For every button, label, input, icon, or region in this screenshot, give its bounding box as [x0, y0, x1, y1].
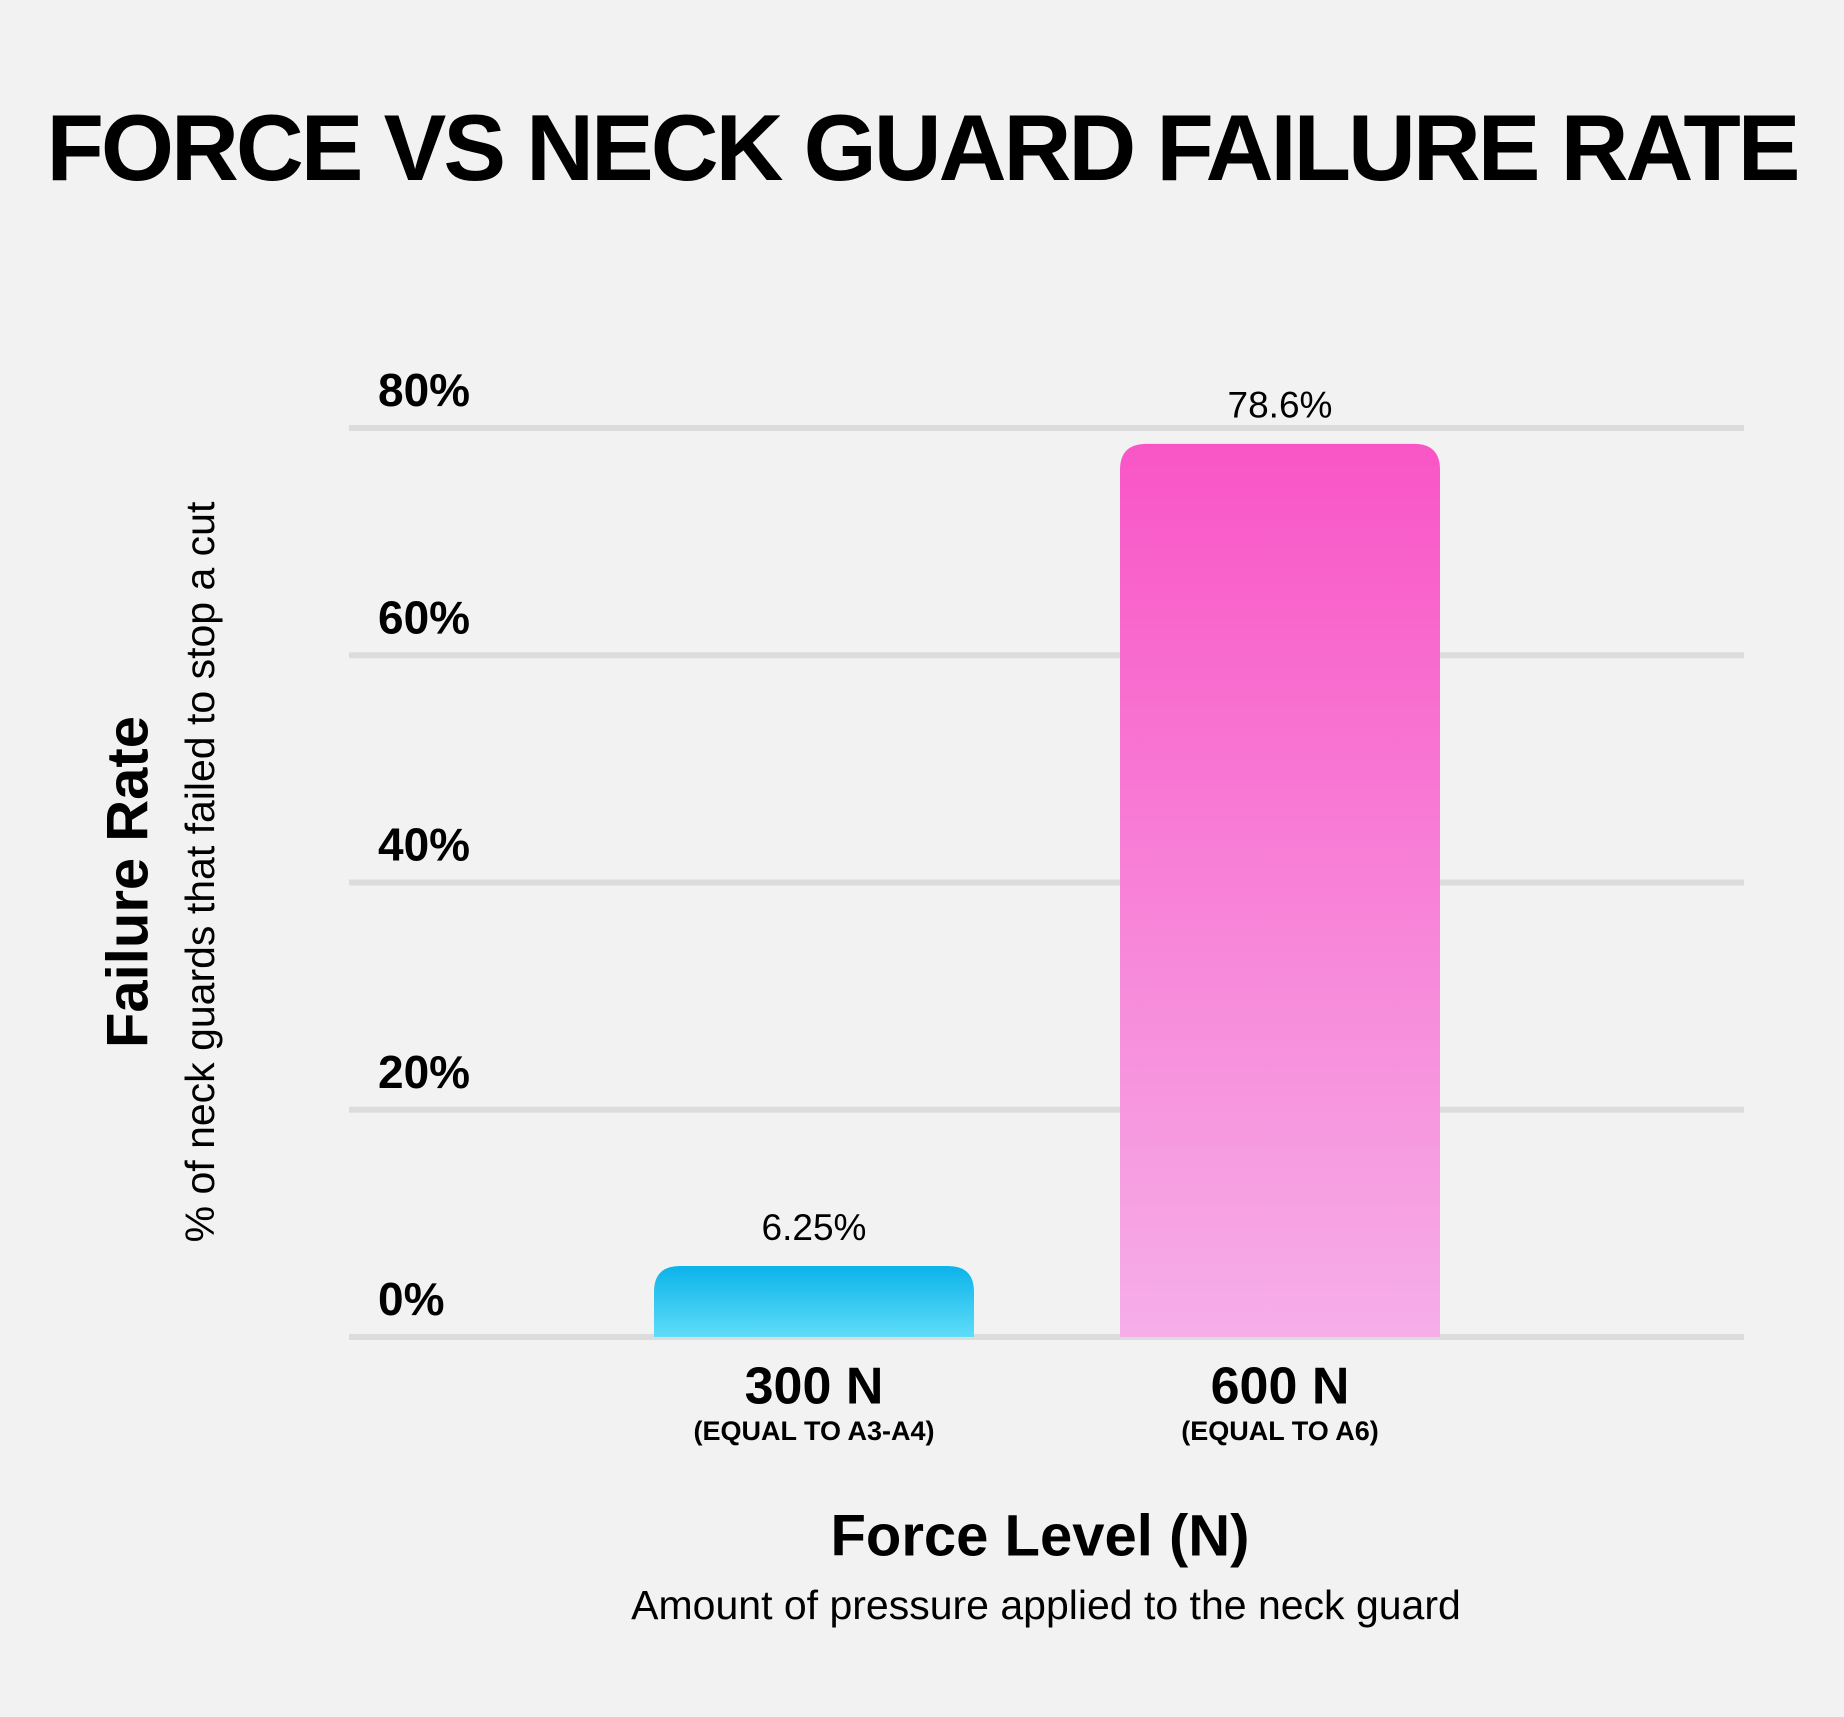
chart-title: FORCE VS NECK GUARD FAILURE RATE	[47, 95, 1798, 200]
x-tick-label: 600 N	[1211, 1358, 1350, 1416]
y-tick-label: 20%	[378, 1046, 470, 1098]
bar	[654, 1265, 974, 1337]
value-label: 6.25%	[762, 1207, 867, 1248]
y-tick-label: 60%	[378, 591, 470, 643]
y-tick-label: 0%	[378, 1273, 444, 1325]
y-tick-label: 40%	[378, 819, 470, 871]
x-axis-title: Force Level (N)	[831, 1503, 1250, 1568]
x-tick-label: 300 N	[745, 1358, 884, 1416]
y-tick-label: 80%	[378, 364, 470, 416]
x-axis-subtitle: Amount of pressure applied to the neck g…	[631, 1582, 1461, 1628]
value-label: 78.6%	[1228, 385, 1333, 426]
x-tick-sublabel: (EQUAL TO A3-A4)	[693, 1416, 934, 1446]
x-tick-sublabel: (EQUAL TO A6)	[1181, 1416, 1379, 1446]
bar	[1120, 443, 1440, 1338]
y-axis-title: Failure Rate	[95, 716, 160, 1048]
y-axis-subtitle: % of neck guards that failed to stop a c…	[177, 501, 223, 1242]
